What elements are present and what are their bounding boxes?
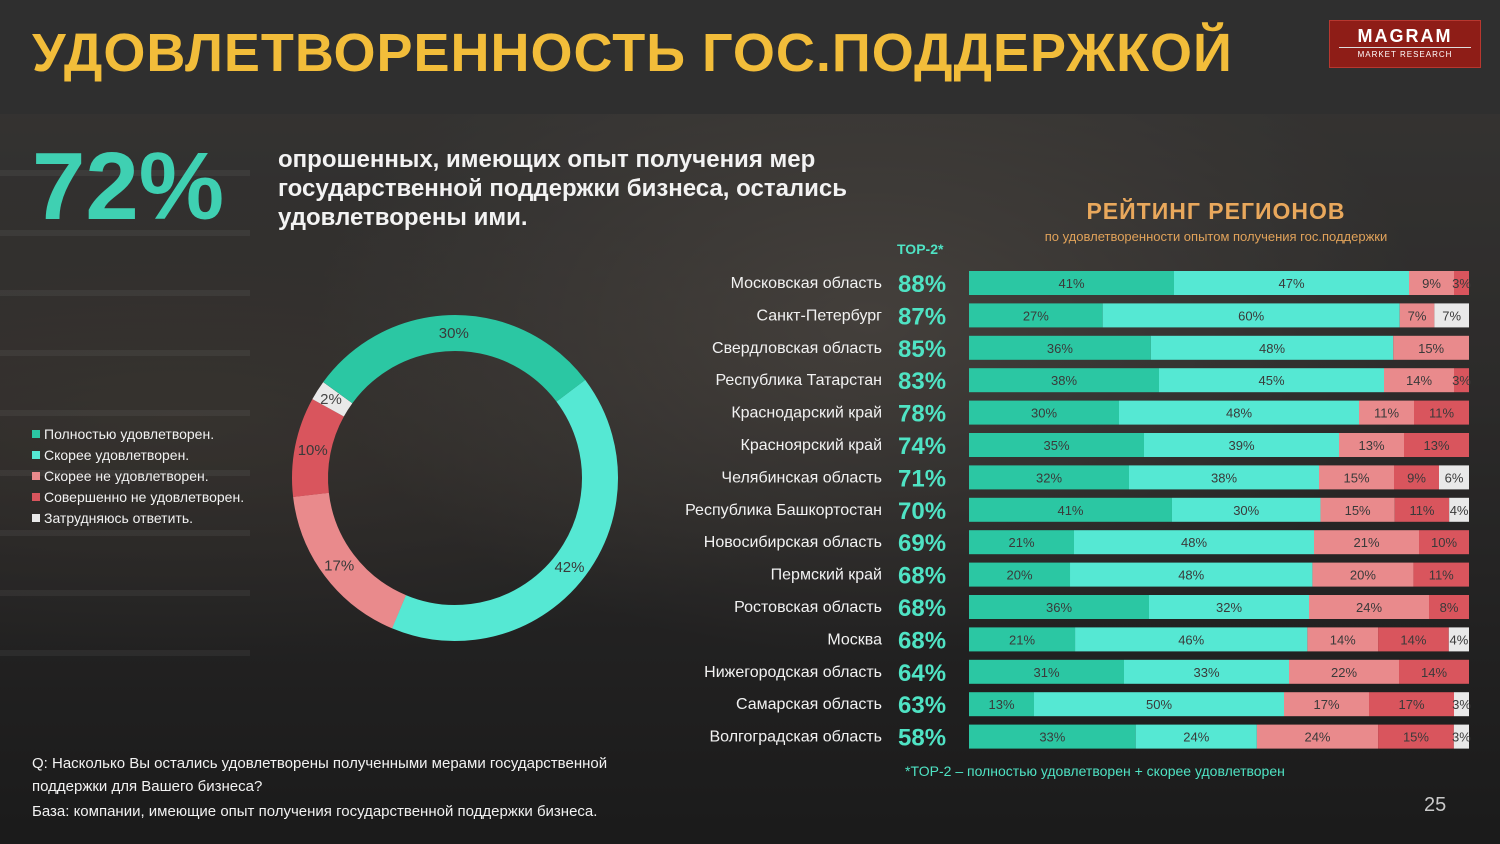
legend-label: Скорее удовлетворен. xyxy=(44,447,190,463)
donut-label-rather-not: 17% xyxy=(324,557,354,574)
top2-header: TOP-2* xyxy=(897,241,944,257)
page-title: УДОВЛЕТВОРЕННОСТЬ ГОС.ПОДДЕРЖКОЙ xyxy=(32,23,1233,83)
survey-question: Q: Насколько Вы остались удовлетворены п… xyxy=(32,755,608,795)
legend-swatch xyxy=(32,493,40,501)
legend-item-not: Совершенно не удовлетворен. xyxy=(32,487,244,508)
legend-item-rather-not: Скорее не удовлетворен. xyxy=(32,466,244,487)
donut-label-unsure: 2% xyxy=(320,391,342,408)
legend-label: Скорее не удовлетворен. xyxy=(44,468,209,484)
headline-text: опрошенных, имеющих опыт получения мер г… xyxy=(278,146,848,231)
satisfaction-donut-chart: 42% 17% 10% 2% 30% xyxy=(292,315,618,641)
page-number: 25 xyxy=(1424,794,1447,816)
donut-legend: Полностью удовлетворен. Скорее удовлетво… xyxy=(32,424,244,529)
donut-label-rather: 42% xyxy=(554,559,584,576)
header-bar: УДОВЛЕТВОРЕННОСТЬ ГОС.ПОДДЕРЖКОЙ MAGRAM … xyxy=(0,0,1500,114)
donut-slice-full xyxy=(292,315,618,641)
legend-label: Совершенно не удовлетворен. xyxy=(44,489,245,505)
donut-slice-rather-not xyxy=(292,315,618,641)
legend-swatch xyxy=(32,451,40,459)
headline-percent: 72% xyxy=(32,133,225,240)
background-shelves xyxy=(0,170,250,690)
rating-subtitle: по удовлетворенности опытом получения го… xyxy=(1044,229,1388,244)
legend-swatch xyxy=(32,472,40,480)
top2-footnote: *TOP-2 – полностью удовлетворен + скорее… xyxy=(905,763,1285,779)
legend-item-unsure: Затрудняюсь ответить. xyxy=(32,508,244,529)
legend-swatch xyxy=(32,514,40,522)
legend-label: Затрудняюсь ответить. xyxy=(44,510,193,526)
donut-label-not: 10% xyxy=(298,442,328,459)
logo-divider xyxy=(1339,47,1471,48)
survey-base: База: компании, имеющие опыт получения г… xyxy=(32,803,598,820)
logo-sub-text: MARKET RESEARCH xyxy=(1357,50,1453,59)
legend-item-full: Полностью удовлетворен. xyxy=(32,424,244,445)
donut-label-full: 30% xyxy=(439,325,469,342)
donut-slice-not xyxy=(292,315,618,641)
legend-item-rather: Скорее удовлетворен. xyxy=(32,445,244,466)
logo-main-text: MAGRAM xyxy=(1357,26,1453,46)
legend-swatch xyxy=(32,430,40,438)
legend-label: Полностью удовлетворен. xyxy=(44,426,215,442)
rating-title: РЕЙТИНГ РЕГИОНОВ xyxy=(1086,198,1346,224)
magram-logo: MAGRAM MARKET RESEARCH xyxy=(1329,20,1481,68)
